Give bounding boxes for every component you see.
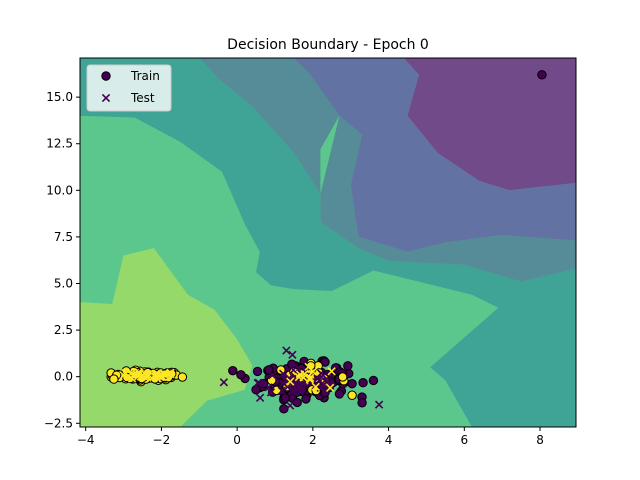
test-point — [278, 369, 288, 378]
train-point — [264, 365, 274, 375]
test-point — [313, 374, 322, 384]
test-point — [305, 375, 315, 384]
test-point — [319, 371, 328, 380]
train-point — [347, 378, 357, 389]
legend-test-x — [101, 93, 111, 103]
test-point — [253, 378, 262, 388]
train-point — [228, 366, 238, 376]
test-point — [151, 370, 160, 379]
test-point — [311, 382, 320, 391]
train-point — [109, 374, 119, 384]
data-points — [106, 70, 547, 414]
test-point — [127, 374, 137, 383]
test-point — [152, 372, 161, 381]
test-point — [255, 393, 265, 402]
test-point — [143, 370, 153, 379]
test-point — [286, 377, 295, 386]
train-point — [236, 370, 246, 380]
test-point — [295, 370, 305, 379]
test-point — [134, 368, 144, 377]
x-tick-label: 8 — [536, 433, 544, 447]
x-axis: −4 −2 0 2 4 6 8 — [77, 427, 544, 447]
region-level-5 — [293, 58, 576, 252]
test-point — [143, 373, 152, 382]
train-point — [358, 378, 368, 388]
train-point — [287, 359, 297, 369]
test-point — [304, 362, 313, 371]
test-point — [288, 350, 297, 359]
test-point — [295, 382, 304, 391]
train-point — [334, 389, 345, 399]
test-point — [277, 386, 286, 395]
y-axis: −2.5 0.0 2.5 5.0 7.5 10.0 12.5 15.0 — [44, 90, 80, 430]
train-point — [280, 393, 290, 403]
test-point — [374, 400, 384, 409]
y-tick-label: 5.0 — [54, 277, 73, 291]
test-point — [266, 388, 276, 397]
plot-frame — [79, 57, 577, 428]
train-point — [368, 375, 379, 386]
test-point — [264, 383, 273, 392]
legend-train-circle — [101, 71, 111, 81]
train-point — [292, 397, 302, 408]
test-point — [327, 367, 336, 376]
train-point — [276, 365, 286, 375]
x-tick-label: 6 — [460, 433, 468, 447]
train-point — [343, 361, 353, 371]
region-level-6 — [403, 58, 576, 191]
y-tick-label: 15.0 — [46, 90, 73, 104]
x-tick-label: −4 — [77, 433, 95, 447]
train-point — [177, 372, 188, 382]
train-point — [251, 385, 261, 395]
test-point — [219, 378, 229, 387]
y-tick-label: 7.5 — [54, 230, 73, 244]
train-point — [537, 70, 547, 80]
train-point — [357, 398, 367, 408]
test-point — [305, 373, 315, 382]
legend-label-test: Test — [130, 91, 155, 105]
train-point — [252, 366, 263, 377]
test-point — [320, 376, 330, 385]
test-point — [285, 401, 295, 410]
legend-label-train: Train — [130, 69, 160, 83]
y-tick-label: 2.5 — [54, 323, 73, 337]
legend-marker-train — [101, 71, 111, 81]
y-tick-label: −2.5 — [44, 416, 73, 430]
region-level-4 — [199, 58, 340, 194]
y-tick-label: 10.0 — [46, 183, 73, 197]
y-tick-label: 0.0 — [54, 370, 73, 384]
x-tick-label: 0 — [233, 433, 241, 447]
legend-marker-test — [101, 93, 111, 103]
region-level-3 — [80, 58, 576, 427]
train-point — [301, 394, 311, 404]
test-point — [119, 371, 128, 380]
test-point — [325, 383, 335, 393]
test-point — [282, 346, 291, 355]
x-tick-label: 2 — [309, 433, 317, 447]
train-point — [347, 390, 357, 400]
test-point — [289, 365, 298, 375]
test-point — [268, 371, 277, 380]
train-point — [279, 404, 289, 414]
chart-title: Decision Boundary - Epoch 0 — [227, 37, 429, 53]
legend: Train Test — [86, 64, 172, 112]
x-tick-label: 4 — [385, 433, 393, 447]
test-point — [289, 382, 298, 391]
y-tick-label: 12.5 — [46, 137, 73, 151]
train-point — [337, 372, 348, 382]
test-point — [165, 370, 175, 379]
x-tick-label: −2 — [153, 433, 171, 447]
